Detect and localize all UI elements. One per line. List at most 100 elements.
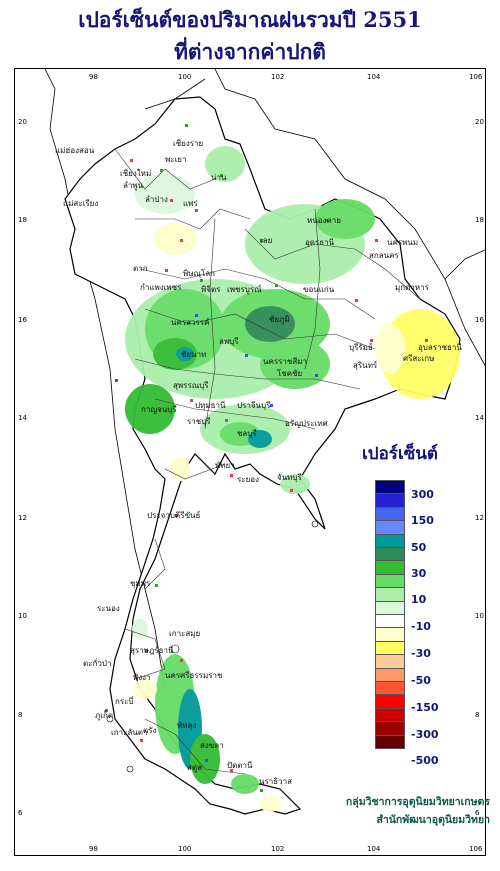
legend-swatch <box>375 681 405 696</box>
place-label: นครพนม <box>387 238 419 247</box>
place-label: ชลบุรี <box>237 429 257 438</box>
place-label: อุบลราชธานี <box>418 343 462 352</box>
place-label: จันทบุรี <box>277 473 302 482</box>
lon-tick-top: 106 <box>469 73 483 81</box>
rainfall-shading <box>125 146 460 812</box>
lat-tick-right: 8 <box>475 711 480 719</box>
place-label: อรัญประเทศ <box>285 419 328 428</box>
legend-title: เปอร์เซ็นต์ <box>362 444 438 464</box>
place-label: พังงา <box>133 673 151 682</box>
place-label: บุรีรัมย์ <box>349 343 373 352</box>
place-label: ปทุมธานี <box>195 401 226 410</box>
place-label: ภูเก็ต <box>95 711 114 720</box>
legend-swatch <box>375 707 405 723</box>
legend-label: -10 <box>411 620 431 633</box>
legend-swatch <box>375 480 405 495</box>
place-label: ปัตตานี <box>227 761 253 770</box>
neighbour-borders <box>44 69 485 690</box>
place-label: ลพบุรี <box>219 337 239 346</box>
map-title-line-1: เปอร์เซ็นต์ของปริมาณฝนรวมปี 2551 <box>78 7 422 32</box>
legend-swatch <box>375 734 405 749</box>
legend-label: -150 <box>411 701 439 714</box>
lat-tick-right: 16 <box>475 316 484 324</box>
legend-swatch <box>375 721 405 736</box>
lat-tick-left: 20 <box>18 118 27 126</box>
place-label: ตะกั่วป่า <box>83 659 112 668</box>
place-label: สุพรรณบุรี <box>173 381 209 390</box>
province-borders <box>114 148 421 775</box>
place-label: เพชรบูรณ์ <box>227 285 262 294</box>
place-label: สุรินทร์ <box>353 361 378 370</box>
place-label: ระนอง <box>97 604 120 613</box>
legend-label: 30 <box>411 567 427 580</box>
place-label: ประจวบคีรีขันธ์ <box>147 511 201 520</box>
lat-tick-right: 10 <box>475 612 484 620</box>
place-label: นครสวรรค์ <box>171 318 210 327</box>
legend-swatch <box>375 573 405 589</box>
place-label: ขอนแก่น <box>303 285 335 294</box>
credit-line-2: สำนักพัฒนาอุตุนิยมวิทยา <box>376 814 490 826</box>
legend-label: -30 <box>411 647 431 660</box>
legend-label: 300 <box>411 488 434 501</box>
station-markers <box>105 124 428 792</box>
legend-swatch <box>375 493 405 508</box>
place-label: นครราชสีมา <box>263 357 307 366</box>
legend-label: 150 <box>411 514 434 527</box>
place-label: ปราจีนบุรี <box>237 401 271 410</box>
legend-label: -300 <box>411 728 439 741</box>
lat-tick-left: 18 <box>18 216 27 224</box>
lon-tick-bottom: 104 <box>367 845 381 853</box>
place-label: พิจิตร <box>201 285 221 294</box>
place-label: พิษณุโลก <box>183 269 216 278</box>
place-label: พัทยา <box>215 461 235 470</box>
lat-tick-right: 20 <box>475 118 484 126</box>
legend-swatch <box>375 627 405 642</box>
legend-swatch <box>375 614 405 629</box>
place-label: อุดรธานี <box>305 238 335 247</box>
lon-tick-bottom: 102 <box>271 845 285 853</box>
place-label: เลย <box>260 236 273 245</box>
place-label: แพร่ <box>183 199 198 208</box>
place-label: พัทลุง <box>177 721 197 730</box>
place-label: เชียงใหม่ <box>120 169 152 178</box>
place-label: น่าน <box>211 173 227 182</box>
place-label: ศรีสะเกษ <box>403 354 435 363</box>
lon-tick-top: 104 <box>367 73 381 81</box>
legend-label: -500 <box>411 754 439 767</box>
place-label: ชัยภูมิ <box>269 315 290 324</box>
lat-tick-right: 18 <box>475 216 484 224</box>
place-label: เกาะลันตา <box>111 728 148 737</box>
place-label: กำแพงเพชร <box>140 283 182 292</box>
place-label: สุราษฎร์ธานี <box>130 646 174 655</box>
place-label: หนองคาย <box>307 216 341 225</box>
lat-tick-left: 8 <box>18 711 23 719</box>
lon-tick-top: 102 <box>271 73 285 81</box>
legend-swatch <box>375 560 405 575</box>
place-label: สตูล <box>187 763 202 772</box>
lat-tick-right: 6 <box>475 809 480 817</box>
legend-swatch <box>375 587 405 602</box>
place-label: สกลนคร <box>369 251 399 260</box>
legend-swatch <box>375 533 405 548</box>
lat-tick-left: 6 <box>18 809 23 817</box>
place-label: ชุมพร <box>130 579 151 588</box>
place-label: เชียงราย <box>173 139 204 148</box>
place-label: นครศรีธรรมราช <box>165 671 223 680</box>
lat-tick-left: 14 <box>18 414 27 422</box>
legend-swatch <box>375 667 405 682</box>
legend-swatch <box>375 506 405 522</box>
place-label: ชัยนาท <box>181 350 207 359</box>
legend-swatch <box>375 600 405 615</box>
map-frame: 98 100 102 104 106 98 100 102 104 106 20… <box>14 68 486 856</box>
place-label: พะเยา <box>165 155 187 164</box>
place-label: แม่ฮ่องสอน <box>55 146 95 155</box>
legend-swatch <box>375 694 405 709</box>
map-title-line-2: ที่ต่างจากค่าปกติ <box>174 39 326 64</box>
place-label: นราธิวาส <box>259 777 293 786</box>
lon-tick-top: 98 <box>89 73 98 81</box>
lat-tick-left: 12 <box>18 514 27 522</box>
rainfall-map <box>44 69 485 815</box>
lon-tick-bottom: 98 <box>89 845 98 853</box>
place-label: กาญจนบุรี <box>141 405 177 414</box>
credit-line-1: กลุ่มวิชาการอุตุนิยมวิทยาเกษตร <box>345 796 490 808</box>
